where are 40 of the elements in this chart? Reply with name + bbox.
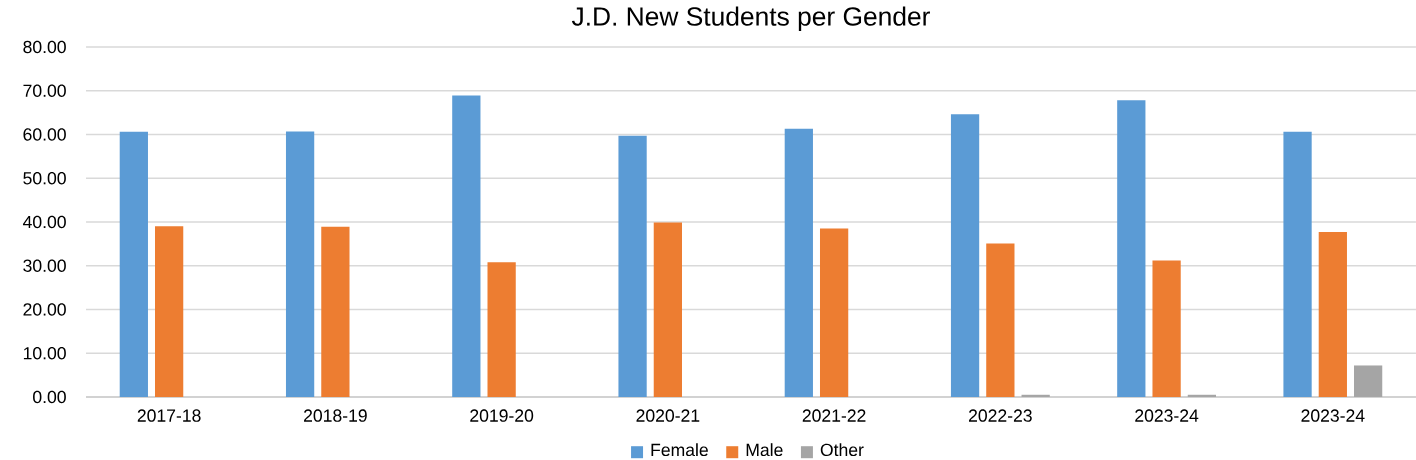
bar	[819, 228, 849, 397]
y-tick-label: 0.00	[33, 390, 66, 404]
y-tick-label: 80.00	[23, 40, 66, 54]
x-tick-label: 2018-19	[304, 409, 367, 422]
bar	[986, 243, 1015, 397]
chart-title: J.D. New Students per Gender	[571, 6, 930, 32]
y-tick-label: 60.00	[23, 128, 66, 141]
bar	[321, 226, 350, 397]
y-tick-label: 40.00	[22, 215, 66, 229]
bar	[1117, 100, 1146, 397]
y-tick-label: 70.00	[23, 84, 66, 97]
x-tick-label: 2019-20	[470, 409, 534, 422]
legend-label: Other	[820, 443, 864, 457]
x-tick-label: 2020-21	[636, 409, 700, 422]
y-tick-label: 50.00	[23, 172, 66, 185]
bar	[487, 262, 516, 397]
x-tick-label: 2023-24	[1135, 409, 1199, 422]
bar	[119, 131, 148, 397]
legend-label: Female	[651, 443, 708, 457]
x-tick-label: 2022-23	[969, 409, 1032, 422]
bar	[784, 128, 813, 397]
bar	[452, 95, 481, 397]
y-tick-label: 10.00	[23, 346, 66, 360]
bar	[1354, 365, 1383, 397]
x-tick-label: 2017-18	[137, 409, 201, 422]
bar	[1283, 131, 1312, 397]
bar	[618, 135, 647, 397]
bar	[1318, 232, 1347, 397]
bar	[155, 226, 184, 397]
legend-label: Male	[746, 443, 783, 457]
bar	[653, 222, 682, 397]
y-tick-label: 30.00	[23, 259, 66, 272]
y-tick-label: 20.00	[23, 303, 66, 316]
bar	[950, 114, 980, 397]
bar	[285, 131, 315, 397]
bar	[1187, 394, 1217, 397]
x-tick-label: 2021-22	[802, 409, 866, 422]
bar	[1152, 260, 1181, 397]
x-tick-label: 2023-24	[1301, 409, 1365, 422]
bar	[1021, 394, 1050, 397]
